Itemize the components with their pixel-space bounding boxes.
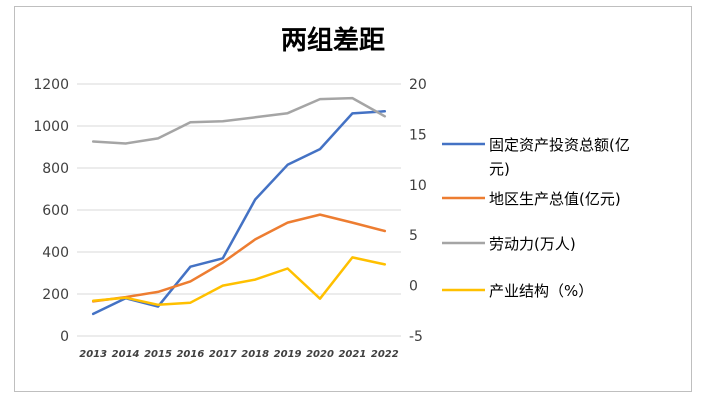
- legend-label-0: 元): [489, 160, 510, 178]
- series-group: [91, 96, 387, 316]
- y-right-tick-label: 5: [409, 228, 418, 244]
- legend-label-1: 地区生产总值(亿元): [489, 190, 621, 208]
- chart-frame: 两组差距 0 200 400 600 800 1000 1200 -5 0 5 10 15 20 20…: [14, 6, 692, 392]
- right-axis: -5 0 5 10 15 20: [409, 77, 427, 345]
- y-left-tick-label: 0: [60, 329, 69, 345]
- chart-svg: 两组差距 0 200 400 600 800 1000 1200 -5 0 5 10 15 20 20…: [33, 25, 630, 360]
- x-tick-label: 2019: [274, 349, 302, 360]
- y-left-tick-label: 400: [42, 245, 69, 261]
- x-tick-label: 2013: [79, 349, 107, 360]
- y-right-tick-label: 20: [409, 77, 427, 93]
- y-left-tick-label: 200: [42, 287, 69, 303]
- legend-label-0: 固定资产投资总额(亿: [489, 136, 630, 154]
- y-right-tick-label: -5: [409, 329, 423, 345]
- legend-label-3: 产业结构（%）: [489, 282, 593, 300]
- y-left-tick-label: 800: [42, 161, 69, 177]
- x-axis: 2013 2014 2015 2016 2017 2018 2019 2020 2021 2022: [79, 349, 398, 360]
- legend: 固定资产投资总额(亿元) 地区生产总值(亿元) 劳动力(万人) 产业结构（%）: [442, 136, 630, 300]
- x-tick-label: 2018: [241, 349, 269, 360]
- y-right-tick-label: 10: [409, 178, 427, 194]
- x-tick-label: 2020: [306, 349, 334, 360]
- y-left-tick-label: 1000: [33, 119, 69, 135]
- y-left-tick-label: 600: [42, 203, 69, 219]
- chart-title: 两组差距: [281, 25, 385, 56]
- series-line-1: [91, 213, 387, 303]
- x-tick-label: 2017: [209, 349, 237, 360]
- left-axis: 0 200 400 600 800 1000 1200: [33, 77, 69, 345]
- legend-label-2: 劳动力(万人): [489, 235, 576, 253]
- y-right-tick-label: 15: [409, 127, 427, 143]
- x-tick-label: 2016: [176, 349, 204, 360]
- series-line-2: [91, 96, 387, 145]
- y-right-tick-label: 0: [409, 279, 418, 295]
- x-tick-label: 2015: [144, 349, 172, 360]
- x-tick-label: 2022: [371, 349, 399, 360]
- y-left-tick-label: 1200: [33, 77, 69, 93]
- series-line-3: [91, 256, 387, 307]
- x-tick-label: 2021: [338, 349, 366, 360]
- x-tick-label: 2014: [112, 349, 140, 360]
